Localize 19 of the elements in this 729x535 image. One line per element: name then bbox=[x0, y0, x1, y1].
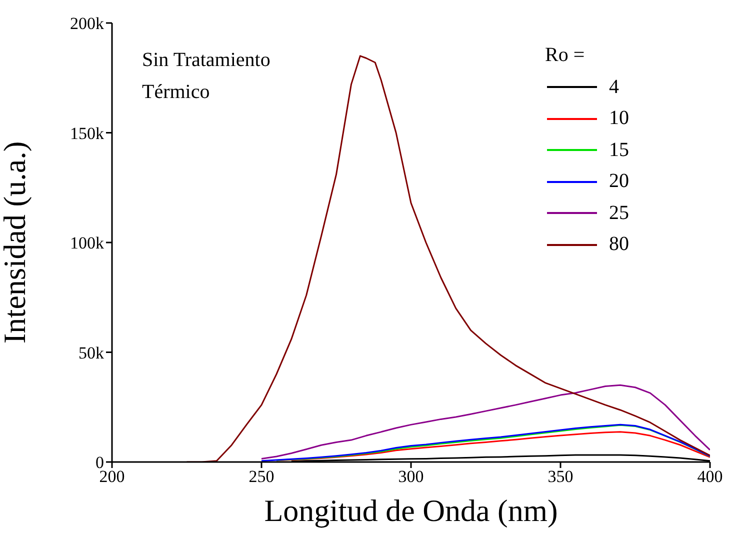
legend-label: 4 bbox=[609, 74, 619, 100]
x-tick-label: 300 bbox=[398, 467, 424, 486]
annotation: Sin Tratamiento Térmico bbox=[142, 48, 272, 105]
y-axis-title: Intensidad (u.a.) bbox=[0, 141, 32, 344]
legend-title: Ro = bbox=[545, 43, 586, 68]
legend-label: 20 bbox=[609, 169, 629, 194]
x-axis-title: Longitud de Onda (nm) bbox=[264, 493, 558, 528]
y-tick-label: 150k bbox=[70, 124, 104, 143]
legend-label: 25 bbox=[609, 200, 629, 226]
y-tick-label: 50k bbox=[78, 343, 104, 362]
x-tick-label: 350 bbox=[548, 467, 574, 486]
legend-label: 10 bbox=[609, 106, 629, 131]
y-tick-label: 200k bbox=[70, 14, 104, 34]
y-tick-label: 100k bbox=[70, 234, 104, 253]
x-tick-label: 200 bbox=[99, 467, 125, 486]
legend-label: 15 bbox=[609, 138, 629, 162]
x-tick-label: 400 bbox=[697, 467, 723, 486]
legend-label: 80 bbox=[609, 232, 629, 257]
x-tick-label: 250 bbox=[248, 467, 274, 486]
